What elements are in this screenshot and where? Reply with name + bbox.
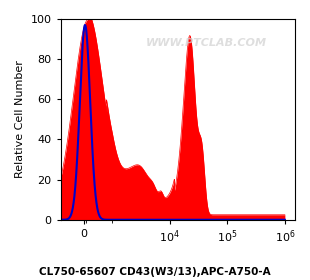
Y-axis label: Relative Cell Number: Relative Cell Number [15, 60, 25, 178]
Text: WWW.PTCLAB.COM: WWW.PTCLAB.COM [145, 38, 267, 48]
Text: CL750-65607 CD43(W3/13),APC-A750-A: CL750-65607 CD43(W3/13),APC-A750-A [39, 267, 271, 277]
